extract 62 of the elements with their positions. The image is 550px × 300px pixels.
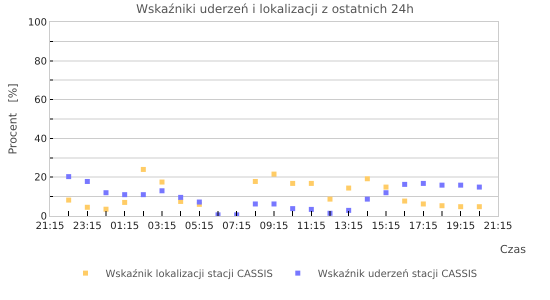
point bbox=[66, 198, 72, 203]
y-axis-title: Procent [%] bbox=[6, 83, 20, 155]
point bbox=[346, 186, 352, 191]
y-tick-label: 40 bbox=[34, 134, 47, 145]
point bbox=[364, 176, 370, 182]
y-tick-label: 80 bbox=[34, 56, 47, 68]
x-tick-label: 17:15 bbox=[408, 221, 438, 232]
point bbox=[402, 198, 408, 204]
point bbox=[122, 192, 128, 198]
point bbox=[122, 200, 128, 205]
point bbox=[384, 184, 388, 190]
point bbox=[364, 196, 370, 202]
point bbox=[66, 174, 72, 180]
point bbox=[160, 180, 164, 185]
y-tick-label: 20 bbox=[34, 172, 47, 184]
point bbox=[160, 188, 164, 194]
x-tick-label: 21:15 bbox=[36, 221, 64, 232]
point bbox=[290, 206, 296, 212]
legend-label: Wskaźnik lokalizacji stacji CASSIS bbox=[106, 268, 273, 280]
point bbox=[328, 196, 332, 202]
point bbox=[308, 206, 314, 212]
x-tick-label: 11:15 bbox=[296, 221, 326, 232]
point bbox=[104, 206, 108, 212]
point bbox=[104, 190, 108, 196]
point bbox=[84, 204, 90, 210]
point bbox=[140, 192, 146, 198]
point bbox=[402, 182, 408, 187]
y-tick-label: 0 bbox=[40, 212, 47, 222]
point bbox=[384, 190, 388, 196]
point bbox=[440, 182, 444, 188]
x-tick-label: 21:15 bbox=[484, 221, 512, 232]
point bbox=[476, 204, 482, 210]
point bbox=[252, 178, 258, 184]
point bbox=[420, 180, 426, 186]
x-tick-label: 19:15 bbox=[446, 221, 476, 232]
point bbox=[252, 201, 258, 206]
point bbox=[84, 178, 90, 184]
y-tick-label: 100 bbox=[28, 18, 47, 28]
point bbox=[458, 182, 464, 188]
point bbox=[178, 194, 184, 200]
point bbox=[346, 208, 352, 213]
point bbox=[458, 204, 464, 210]
legend-label: Wskaźnik uderzeń stacji CASSIS bbox=[318, 268, 478, 280]
point bbox=[272, 201, 276, 206]
chart-title: Wskaźniki uderzeń i lokalizacji z ostatnich 24h bbox=[136, 2, 414, 16]
point bbox=[420, 201, 426, 206]
x-tick-label: 15:15 bbox=[372, 221, 400, 232]
point bbox=[140, 166, 146, 172]
x-tick-label: 05:15 bbox=[184, 221, 214, 232]
point bbox=[272, 172, 276, 177]
x-tick-label: 23:15 bbox=[72, 221, 102, 232]
x-tick-label: 01:15 bbox=[110, 221, 140, 232]
y-tick-label: 60 bbox=[34, 95, 47, 106]
point bbox=[290, 180, 296, 186]
x-tick-label: 07:15 bbox=[222, 221, 252, 232]
x-tick-label: 09:15 bbox=[260, 221, 288, 232]
point bbox=[308, 180, 314, 186]
x-tick-label: 03:15 bbox=[148, 221, 176, 232]
x-axis-title: Czas bbox=[500, 243, 526, 256]
x-tick-label: 13:15 bbox=[334, 221, 364, 232]
point bbox=[440, 203, 444, 208]
point bbox=[476, 184, 482, 190]
